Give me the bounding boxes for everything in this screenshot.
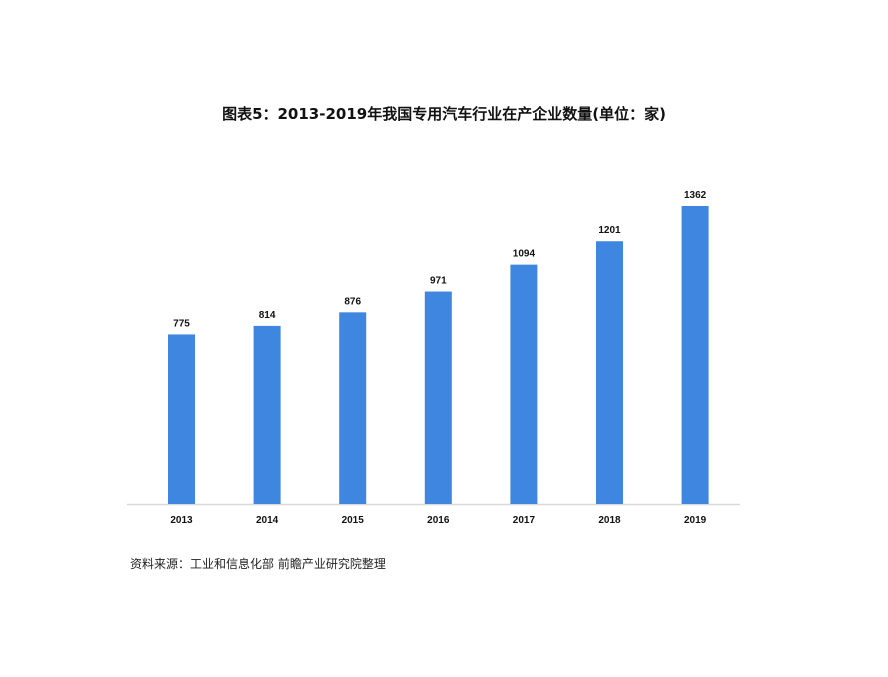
data-label: 775 [173,318,190,329]
data-label: 876 [344,296,361,307]
x-tick-label: 2016 [427,515,450,526]
data-label: 1094 [513,249,536,260]
bar-2014 [253,325,281,504]
bar-2016 [424,291,452,504]
data-label: 814 [259,310,276,321]
bar-2013 [168,334,195,504]
x-tick-label: 2014 [256,515,279,526]
x-tick-label: 2013 [170,515,193,526]
x-tick-label: 2019 [684,515,707,526]
bar-2015 [339,312,367,504]
source-note: 资料来源：工业和信息化部 前瞻产业研究院整理 [130,557,386,571]
x-tick-label: 2018 [598,515,621,526]
bar-2019 [681,206,709,504]
data-label: 971 [430,276,447,287]
data-label: 1362 [684,190,707,201]
data-label: 1201 [598,225,621,236]
x-tick-label: 2017 [513,515,536,526]
bar-2017 [510,264,538,504]
bar-2018 [596,241,623,504]
chart-title: 图表5：2013-2019年我国专用汽车行业在产企业数量(单位：家) [222,105,666,123]
x-tick-label: 2015 [342,515,365,526]
